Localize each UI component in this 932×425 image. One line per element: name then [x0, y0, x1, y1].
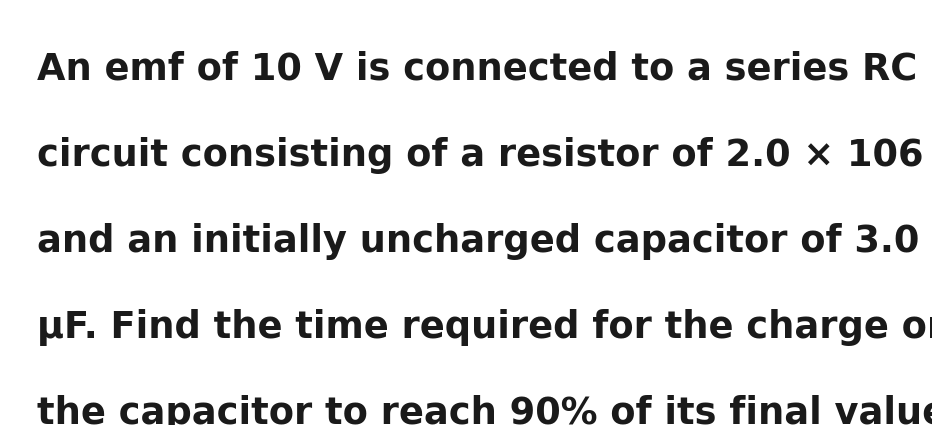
Text: the capacitor to reach 90% of its final value.: the capacitor to reach 90% of its final …: [37, 395, 932, 425]
Text: circuit consisting of a resistor of 2.0 × 106 Ω: circuit consisting of a resistor of 2.0 …: [37, 137, 932, 174]
Text: and an initially uncharged capacitor of 3.0: and an initially uncharged capacitor of …: [37, 223, 920, 260]
Text: μF. Find the time required for the charge on: μF. Find the time required for the charg…: [37, 309, 932, 346]
Text: An emf of 10 V is connected to a series RC: An emf of 10 V is connected to a series …: [37, 51, 917, 88]
